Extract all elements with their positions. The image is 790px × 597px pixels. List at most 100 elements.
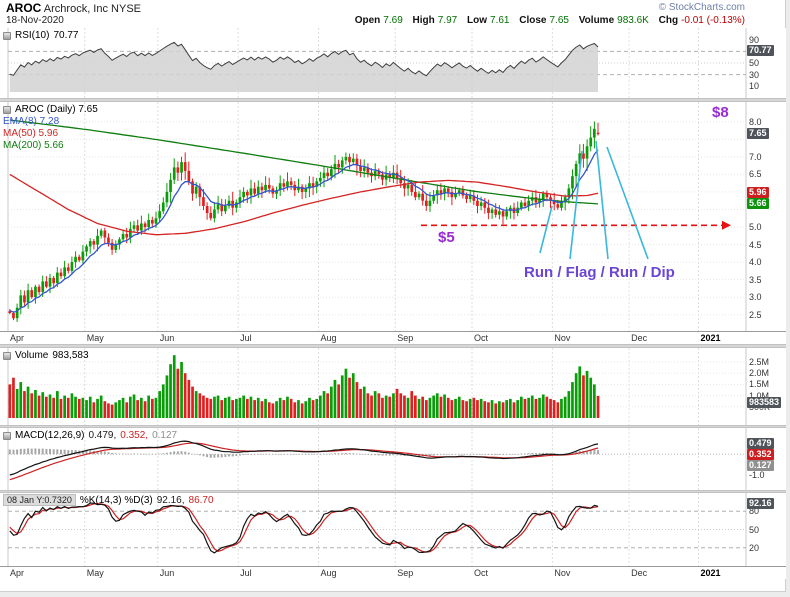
month-label: May: [86, 333, 104, 343]
stoch-plot[interactable]: [0, 493, 786, 566]
panel-divider[interactable]: [0, 425, 786, 428]
volume-plot[interactable]: [0, 348, 786, 425]
ohlc-quote-row: Open 7.69 High 7.97 Low 7.61 Close 7.65 Volu…: [348, 15, 745, 26]
bottom-xaxis: Apr May Jun Jul Aug Sep Oct Nov Dec 2021: [0, 566, 786, 579]
axis-tick-label: 5.0: [749, 222, 762, 233]
legend-ma50: MA(50) 5.96: [3, 128, 59, 139]
quote-header: 18-Nov-2020 Open 7.69 High 7.97 Low 7.61 Cl…: [6, 15, 745, 28]
copyright: © StockCharts.com: [658, 2, 745, 13]
axis-value-box: 0.127: [747, 460, 774, 472]
axis-tick-label: 4.5: [749, 239, 762, 250]
volume-panel-label: Volume: [15, 350, 49, 361]
macd-plot[interactable]: [0, 428, 786, 490]
volume-value: 983.6K: [617, 15, 649, 26]
chg-value: -0.01 (-0.13%): [681, 15, 745, 26]
stoch-value-k: 92.16,: [156, 494, 185, 506]
annotation-price-target-8: $8: [712, 104, 729, 121]
chart-title: AROC (Daily) 7.65: [15, 104, 98, 115]
axis-tick-label: 3.5: [749, 274, 762, 285]
macd-value-2: 0.352,: [120, 430, 149, 441]
chg-label: Chg: [658, 15, 679, 26]
axis-tick-label: 7.0: [749, 151, 762, 162]
price-xaxis: Apr May Jun Jul Aug Sep Oct Nov Dec 2021: [0, 331, 786, 344]
open-label: Open: [354, 15, 381, 26]
month-label: Oct: [473, 333, 488, 343]
month-label: 2021: [700, 333, 721, 343]
month-label: Nov: [554, 333, 571, 343]
month-label: Aug: [320, 333, 337, 343]
axis-tick-label: 2.5: [749, 309, 762, 320]
month-label: May: [86, 568, 104, 578]
annotation-price-level-5: $5: [438, 229, 455, 246]
axis-value-box: 0.479: [747, 438, 774, 450]
axis-tick-label: 10: [749, 81, 760, 92]
axis-tick-label: 80: [749, 506, 760, 517]
rsi-plot[interactable]: [0, 28, 786, 98]
macd-label: MACD(12,26,9): [15, 430, 85, 441]
macd-value-1: 0.479,: [88, 430, 117, 441]
axis-tick-label: 8.0: [749, 116, 762, 127]
axis-value-box: 983583: [747, 396, 782, 408]
panel-divider[interactable]: [0, 98, 786, 102]
axis-tick-label: 4.0: [749, 257, 762, 268]
month-label: Jul: [240, 568, 252, 578]
axis-value-box: 70.77: [747, 44, 774, 56]
axis-value-box: 92.16: [747, 497, 774, 509]
exchange-name: NYSE: [111, 3, 142, 15]
close-label: Close: [519, 15, 547, 26]
macd-panel: MACD(12,26,9) 0.479, 0.352, 0.127 -0.5-1…: [0, 428, 786, 490]
month-label: Jun: [159, 568, 175, 578]
high-value: 7.97: [437, 15, 458, 26]
high-label: High: [412, 15, 435, 26]
panel-divider[interactable]: [0, 344, 786, 348]
axis-value-box: 5.96: [747, 187, 769, 199]
chart-date: 18-Nov-2020: [6, 15, 64, 26]
axis-tick-label: 3.0: [749, 292, 762, 303]
price-plot[interactable]: [0, 102, 786, 331]
rsi-panel: RSI(10) 70.77 90 50 30 10 70.77: [0, 28, 786, 98]
low-label: Low: [467, 15, 488, 26]
price-panel: AROC (Daily) 7.65 EMA(8) 7.28 MA(50) 5.9…: [0, 102, 786, 331]
month-label: Dec: [631, 333, 648, 343]
axis-tick-label: 2.5M: [749, 356, 770, 367]
month-label: Jun: [159, 333, 175, 343]
company-name: Archrock, Inc: [43, 3, 108, 15]
month-label: Nov: [554, 568, 571, 578]
crosshair-readout: 08 Jan Y:0.7320: [3, 494, 76, 506]
axis-value-box: 5.66: [747, 197, 769, 209]
month-label: 2021: [700, 568, 721, 578]
chart-settings-icon[interactable]: [3, 105, 11, 114]
indicator-settings-icon[interactable]: [3, 431, 11, 440]
month-label: Apr: [10, 568, 25, 578]
axis-tick-label: 50: [749, 58, 760, 68]
rsi-value: 70.77: [53, 30, 79, 41]
macd-value-3: 0.127: [152, 430, 178, 441]
axis-value-box: 7.65: [747, 128, 769, 140]
rsi-label: RSI(10): [15, 30, 50, 41]
volume-panel: Volume 983,583 2.5M2.0M1.5M1.0M500K98358…: [0, 348, 786, 425]
axis-tick-label: 20: [749, 542, 760, 553]
close-value: 7.65: [549, 15, 569, 26]
axis-tick-label: 1.0M: [749, 390, 770, 401]
axis-tick-label: -1.0: [749, 470, 765, 481]
month-label: Dec: [631, 568, 648, 578]
axis-tick-label: 30: [749, 69, 760, 80]
indicator-settings-icon[interactable]: [3, 31, 11, 40]
axis-tick-label: 50: [749, 524, 760, 535]
month-label: Sep: [397, 568, 414, 578]
annotation-run-flag-text: Run / Flag / Run / Dip: [524, 264, 675, 281]
month-label: Apr: [10, 333, 25, 343]
legend-ema8: EMA(8) 7.28: [3, 116, 60, 127]
ticker-symbol: AROC: [6, 1, 42, 15]
volume-label: Volume: [578, 15, 615, 26]
indicator-settings-icon[interactable]: [3, 351, 11, 360]
month-label: Sep: [397, 333, 414, 343]
low-value: 7.61: [490, 15, 510, 26]
month-label: Oct: [473, 568, 488, 578]
panel-divider[interactable]: [0, 490, 786, 493]
stochastics-panel: 08 Jan Y:0.7320 %K(14,3) %D(3) 92.16, 86…: [0, 493, 786, 566]
month-label: Aug: [320, 568, 337, 578]
open-value: 7.69: [383, 15, 403, 26]
chart-header: AROC Archrock, Inc NYSE © StockCharts.co…: [6, 1, 745, 15]
